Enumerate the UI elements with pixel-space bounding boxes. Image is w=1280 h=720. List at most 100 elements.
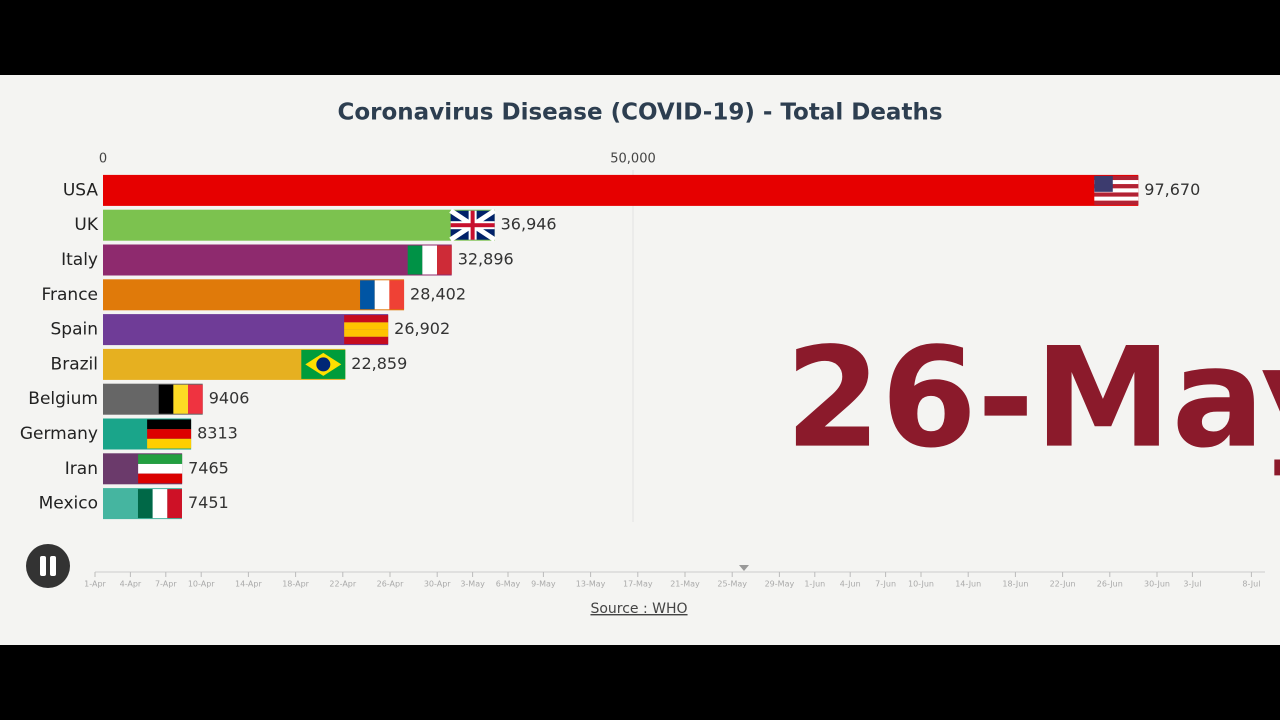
flag-canton [1094, 175, 1113, 192]
flag [147, 419, 192, 449]
timeline-label: 4-Apr [120, 580, 142, 589]
y-tick-label: Germany [20, 424, 98, 444]
flag-stripe [138, 473, 183, 484]
flag-stripe [147, 429, 192, 439]
flag-stripe [344, 336, 389, 345]
value-label: 7451 [188, 493, 229, 512]
bar [103, 174, 1139, 206]
y-tick-label: Mexico [39, 494, 98, 514]
timeline-marker [739, 565, 749, 571]
flag-stripe [147, 419, 192, 430]
timeline-label: 18-Jun [1002, 580, 1028, 589]
value-label: 7465 [188, 458, 229, 477]
value-label: 9406 [209, 389, 250, 408]
date-label: 26-May [785, 318, 1280, 479]
timeline-label: 13-May [576, 580, 606, 589]
flag-cross [470, 210, 475, 240]
timeline-label: 30-Jun [1144, 580, 1170, 589]
flag-stripe [1094, 188, 1139, 193]
pause-button[interactable] [26, 544, 70, 588]
flag-stripe [138, 454, 183, 464]
flag-stripe [1094, 180, 1139, 185]
flag-stripe [188, 384, 203, 414]
y-tick-label: Spain [51, 320, 99, 340]
source-link[interactable]: Source : WHO [590, 601, 687, 617]
timeline-label: 10-Jun [908, 580, 934, 589]
timeline-label: 1-Apr [84, 580, 106, 589]
timeline-label: 1-Jun [804, 580, 825, 589]
flag [407, 245, 452, 275]
y-tick-label: UK [74, 215, 98, 235]
flag-stripe [147, 438, 192, 449]
flag [158, 384, 203, 414]
flag-stripe [1094, 184, 1139, 189]
value-label: 26,902 [394, 319, 450, 338]
flag-globe [316, 357, 331, 372]
timeline-label: 14-Apr [235, 580, 262, 589]
bar [103, 314, 389, 346]
timeline-label: 30-Apr [424, 580, 451, 589]
flag-stripe [389, 280, 405, 310]
flag-stripe [344, 322, 389, 330]
y-tick-label: Brazil [51, 354, 98, 374]
timeline-label: 8-Jul [1242, 580, 1260, 589]
flag-stripe [344, 329, 389, 337]
timeline-label: 10-Apr [188, 580, 215, 589]
flag-stripe [158, 384, 174, 414]
flag-stripe [407, 245, 423, 275]
flag-stripe [1094, 175, 1139, 181]
chart-title: Coronavirus Disease (COVID-19) - Total D… [337, 100, 942, 126]
value-label: 28,402 [410, 284, 466, 303]
y-tick-label: Belgium [28, 389, 98, 409]
timeline-label: 17-May [623, 580, 653, 589]
flag [301, 349, 346, 379]
flag-stripe [137, 489, 153, 519]
timeline-label: 25-May [717, 580, 747, 589]
flag-stripe [167, 489, 182, 519]
value-label: 22,859 [351, 354, 407, 373]
flag [344, 315, 389, 345]
timeline-label: 22-Apr [329, 580, 356, 589]
timeline-label: 21-May [670, 580, 700, 589]
bar [103, 279, 405, 311]
timeline-label: 3-May [460, 580, 485, 589]
x-tick-label: 0 [99, 152, 107, 167]
flag-stripe [152, 489, 168, 519]
flag [449, 208, 497, 242]
flag-stripe [1094, 192, 1139, 197]
timeline-label: 6-May [496, 580, 521, 589]
timeline-label: 9-May [531, 580, 556, 589]
bar [103, 244, 452, 276]
timeline-label: 3-Jul [1183, 580, 1201, 589]
flag-stripe [344, 315, 389, 323]
timeline-label: 29-May [765, 580, 795, 589]
timeline-label: 26-Jun [1097, 580, 1123, 589]
timeline-label: 4-Jun [840, 580, 861, 589]
y-tick-label: USA [63, 180, 99, 200]
timeline-label: 14-Jun [955, 580, 981, 589]
y-tick-label: France [41, 285, 98, 305]
flag-stripe [360, 280, 375, 310]
flag-stripe [422, 245, 438, 275]
flag-stripe [138, 463, 183, 474]
flag-stripe [1094, 196, 1139, 201]
timeline-label: 7-Apr [155, 580, 177, 589]
flag [138, 454, 183, 484]
bar [103, 209, 495, 241]
y-tick-label: Italy [61, 250, 98, 270]
x-tick-label: 50,000 [610, 152, 656, 167]
flag [137, 489, 182, 519]
flag-stripe [173, 384, 189, 414]
value-label: 8313 [197, 424, 238, 443]
value-label: 32,896 [458, 250, 514, 269]
value-label: 97,670 [1144, 180, 1200, 199]
flag-stripe [437, 245, 452, 275]
value-label: 36,946 [501, 215, 557, 234]
timeline-label: 26-Apr [377, 580, 404, 589]
timeline-label: 7-Jun [875, 580, 896, 589]
timeline-label: 22-Jun [1050, 580, 1076, 589]
timeline-label: 18-Apr [282, 580, 309, 589]
flag [360, 280, 405, 310]
